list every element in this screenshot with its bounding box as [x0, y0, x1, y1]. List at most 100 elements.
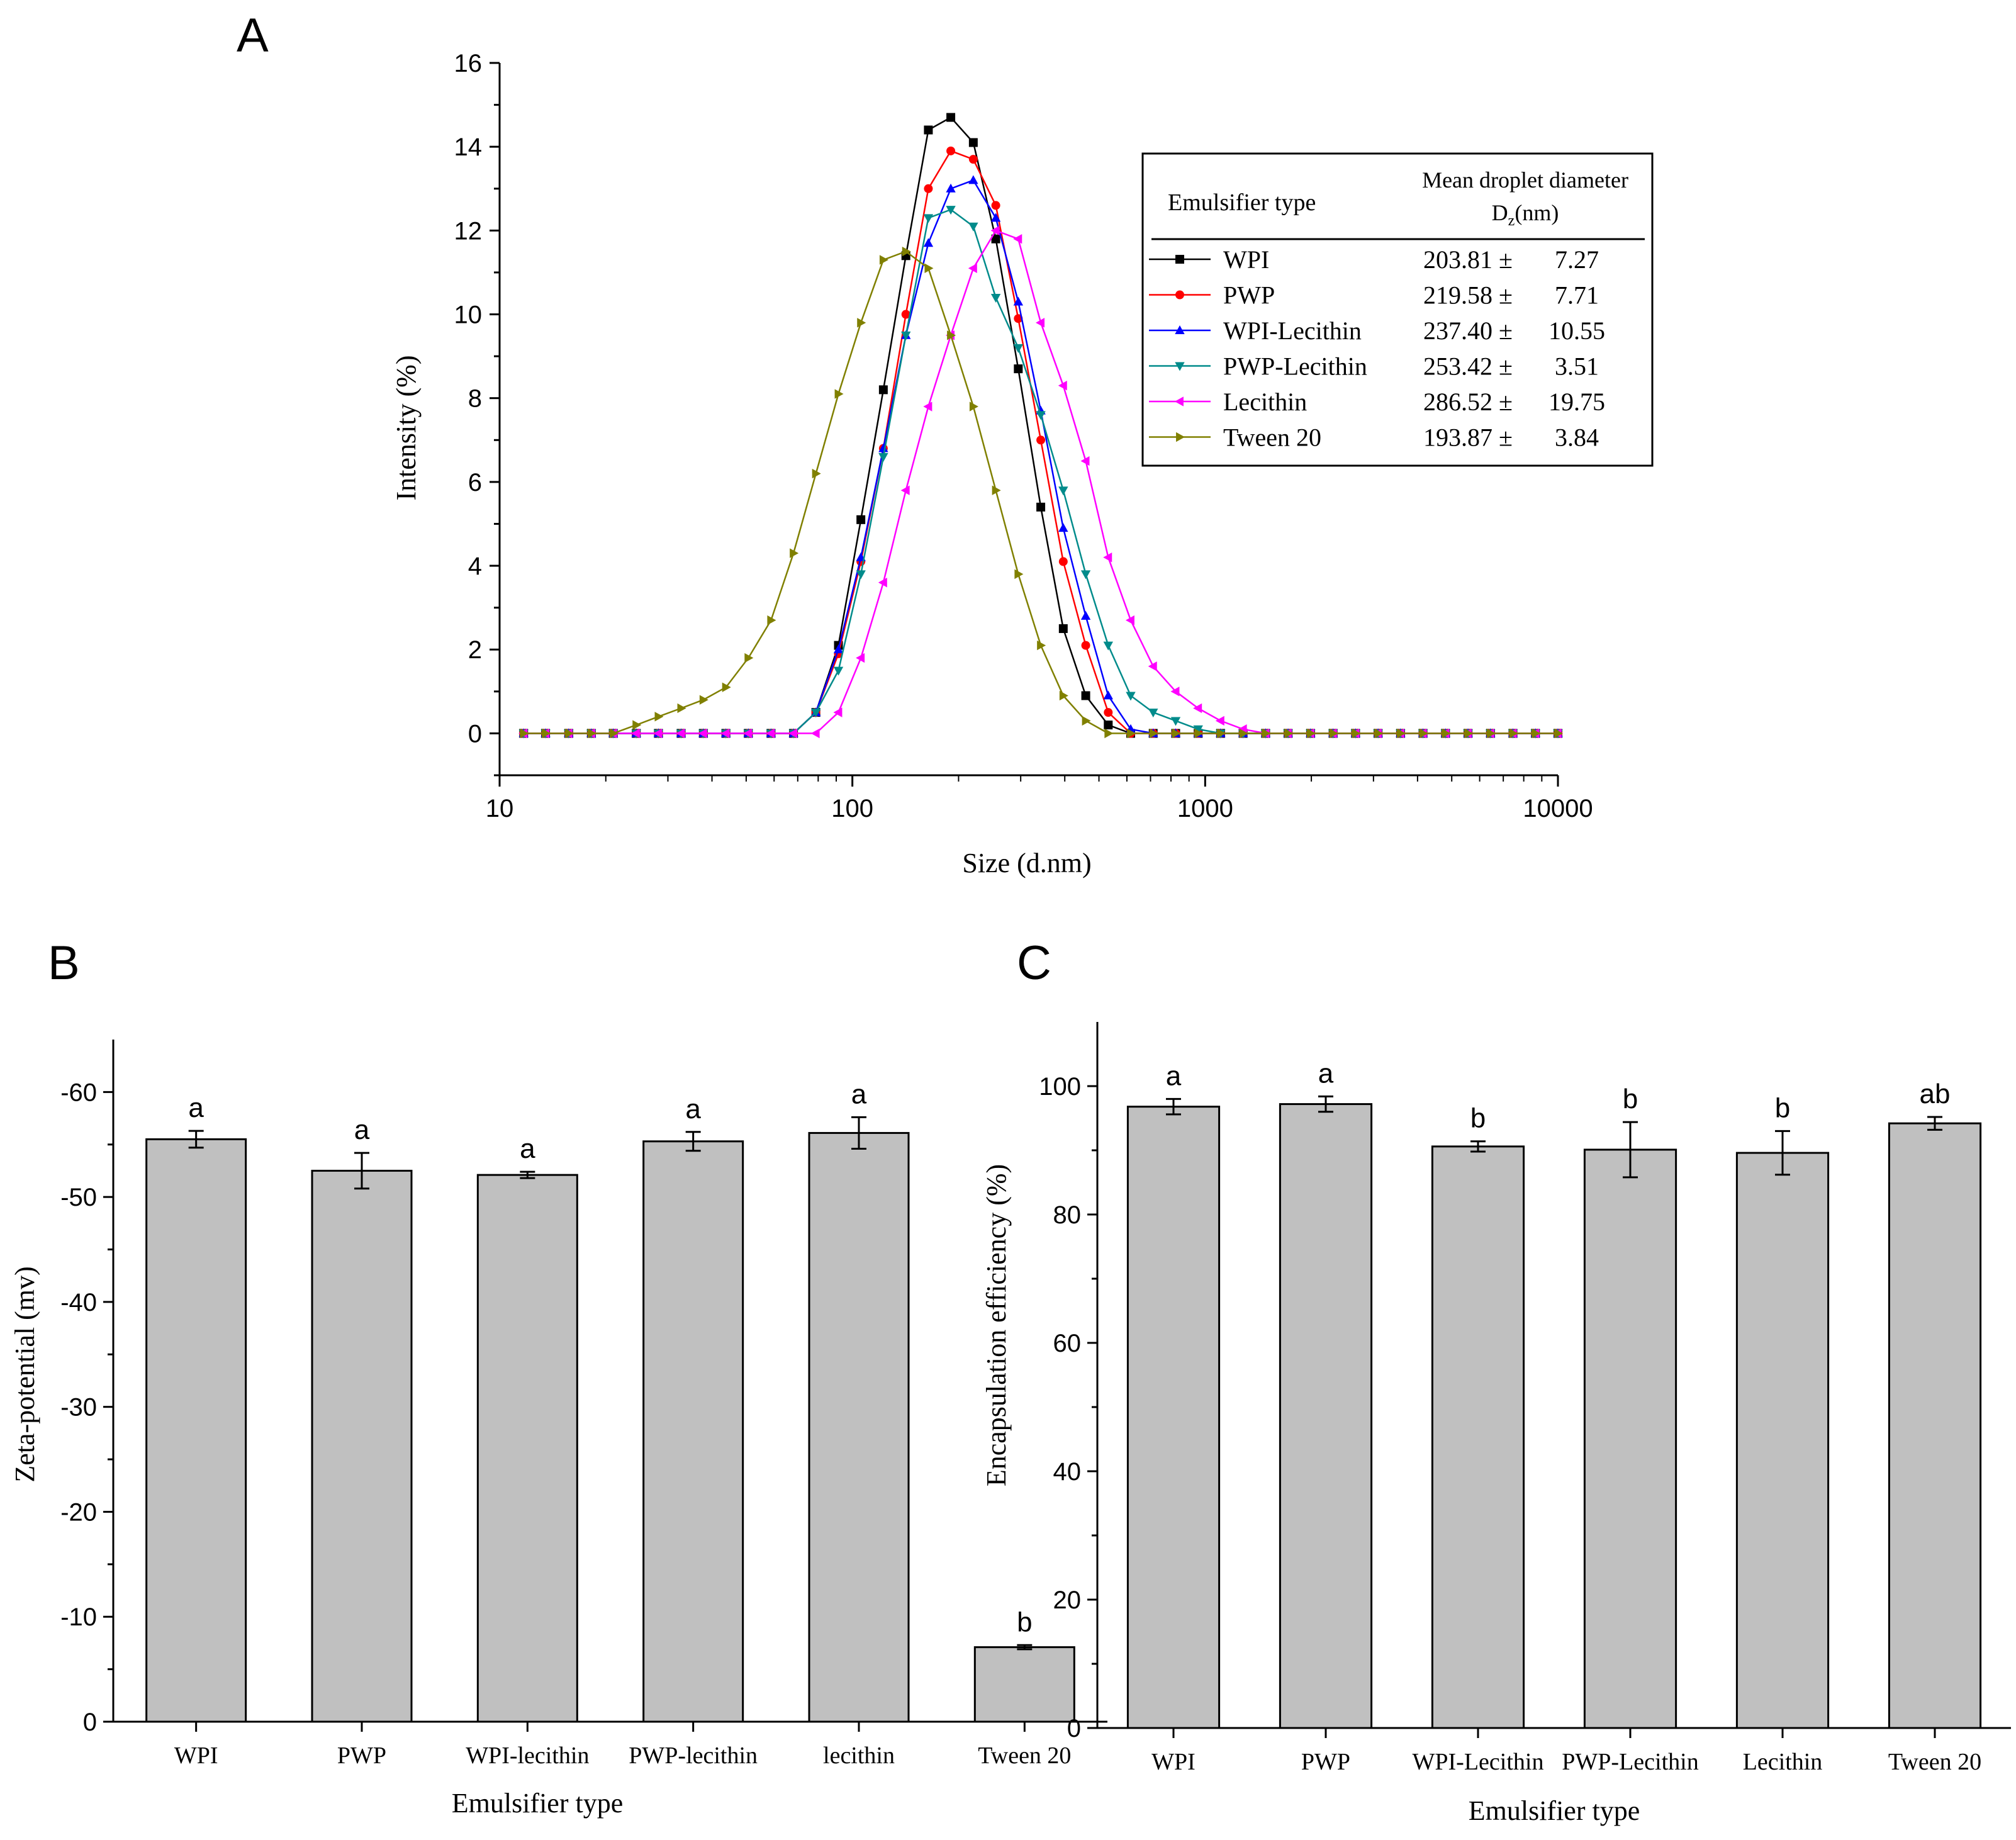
- chart-a-ytick-label: 4: [468, 553, 482, 580]
- chart-a-ytick-label: 16: [454, 50, 483, 77]
- chart-a-point: [1262, 728, 1271, 739]
- chart-a-point: [698, 728, 707, 739]
- chart-a-point: [1532, 728, 1541, 739]
- chart-a-point: [1059, 690, 1068, 701]
- chart-b-significance-letter: a: [520, 1133, 535, 1164]
- chart-a-point: [833, 644, 844, 654]
- chart-c-bar: [1888, 1122, 1982, 1729]
- legend-series-name: WPI: [1223, 245, 1269, 274]
- chart-a-point: [968, 263, 977, 273]
- legend-marker: [1175, 290, 1184, 300]
- chart-a-point: [924, 184, 933, 193]
- chart-a-point: [722, 682, 731, 692]
- chart-a-point: [1215, 715, 1224, 726]
- chart-c-significance-letter: b: [1623, 1084, 1638, 1114]
- chart-a-point: [1170, 717, 1181, 726]
- chart-a-point: [520, 728, 529, 739]
- chart-a-point: [969, 401, 978, 412]
- panel-letter-a: A: [237, 9, 269, 62]
- chart-c-ytick-label: 0: [1067, 1715, 1081, 1742]
- legend-marker: [1175, 362, 1185, 371]
- chart-b-ytick-label: -50: [60, 1184, 97, 1211]
- chart-a-point: [1036, 318, 1045, 328]
- chart-c-significance-letter: b: [1775, 1092, 1790, 1123]
- chart-a-point: [833, 707, 843, 717]
- chart-a-point: [744, 653, 754, 663]
- chart-a-point: [1148, 709, 1158, 718]
- chart-a-point: [856, 570, 866, 580]
- chart-b-bars: a a a a a b: [145, 1079, 1075, 1723]
- legend-mean-value: 253.42 ±: [1423, 352, 1513, 381]
- chart-b-ytick-label: -10: [60, 1603, 97, 1631]
- chart-c-significance-letter: a: [1166, 1060, 1182, 1091]
- chart-a-point: [1464, 728, 1474, 739]
- chart-a-point: [1081, 691, 1090, 700]
- chart-a-point: [1104, 728, 1114, 739]
- chart-a-ytick-label: 2: [468, 636, 482, 664]
- chart-a-point: [1193, 725, 1203, 734]
- chart-a-point: [1036, 502, 1046, 512]
- chart-b-xtick-label: PWP: [337, 1742, 386, 1769]
- chart-c-ytick-label: 20: [1053, 1586, 1082, 1614]
- chart-a-point: [968, 222, 978, 232]
- chart-a-point: [992, 485, 1001, 495]
- legend-frame: [1141, 152, 1654, 467]
- chart-a-point: [1125, 615, 1134, 625]
- chart-b-ylabel: Zeta-potential (mv): [9, 1266, 40, 1482]
- legend-series-name: WPI-Lecithin: [1223, 317, 1362, 345]
- chart-a-point: [833, 666, 844, 676]
- chart-a-point: [946, 113, 956, 122]
- chart-c-ytick-label: 40: [1053, 1458, 1082, 1486]
- chart-c-xtick-label: WPI-Lecithin: [1413, 1749, 1544, 1775]
- chart-a-point: [878, 577, 887, 588]
- chart-b-xtick-label: PWP-lecithin: [629, 1742, 758, 1769]
- chart-c-xtick-label: WPI: [1151, 1749, 1196, 1775]
- chart-a-point: [1013, 344, 1024, 353]
- chart-a-xtick-label: 100: [831, 795, 873, 822]
- legend-marker: [1175, 255, 1184, 264]
- panel-letter-c: C: [1017, 936, 1051, 990]
- chart-b-bar: [808, 1131, 910, 1723]
- chart-a-point: [1352, 728, 1361, 739]
- chart-c-ytick-label: 80: [1053, 1201, 1082, 1229]
- chart-a-point: [879, 255, 888, 265]
- chart-a-point: [810, 709, 821, 718]
- chart-a-point: [901, 331, 911, 340]
- chart-a-point: [1239, 728, 1248, 739]
- legend-marker: [1176, 432, 1185, 442]
- legend-sd-value: 3.84: [1555, 424, 1599, 452]
- chart-a-point: [1126, 692, 1136, 701]
- chart-a-point: [677, 703, 686, 714]
- chart-a-point: [924, 125, 933, 135]
- legend-mean-value: 193.87 ±: [1423, 424, 1513, 452]
- chart-a-point: [901, 310, 910, 319]
- chart-a-point: [1058, 486, 1068, 496]
- chart-a-point: [923, 401, 932, 412]
- chart-a-point: [766, 728, 775, 739]
- chart-a-ytick-label: 0: [468, 720, 482, 748]
- legend-mean-value: 286.52 ±: [1423, 388, 1513, 416]
- chart-a-point: [1216, 728, 1226, 739]
- chart-a-point: [946, 183, 956, 193]
- chart-a-point: [720, 728, 730, 739]
- chart-b-xtick-label: Tween 20: [978, 1742, 1071, 1769]
- chart-a-point: [857, 318, 866, 328]
- chart-c-encapsulation: 0 20 40 60 80 100 WPI PWP WPI-Lecithin PWP-Lecith…: [981, 1022, 2011, 1826]
- legend-mean-value: 203.81 ±: [1423, 245, 1513, 274]
- chart-a-legend: Emulsifier type Mean droplet diameter Dz…: [1141, 152, 1654, 467]
- chart-c-bar: [1126, 1106, 1221, 1729]
- chart-a-xtick-label: 1000: [1177, 795, 1233, 822]
- chart-b-ytick-label: -40: [60, 1289, 97, 1316]
- chart-a-point: [878, 452, 888, 462]
- chart-a-point: [900, 485, 910, 495]
- panel-letter-b: B: [48, 936, 80, 990]
- chart-a-point: [991, 201, 1000, 210]
- chart-c-xtick-label: PWP: [1301, 1749, 1350, 1775]
- chart-a-point: [631, 728, 641, 739]
- chart-a-point: [1170, 687, 1180, 697]
- chart-a-point: [1306, 728, 1316, 739]
- chart-a-ytick-label: 12: [454, 217, 483, 245]
- chart-a-point: [1014, 569, 1024, 580]
